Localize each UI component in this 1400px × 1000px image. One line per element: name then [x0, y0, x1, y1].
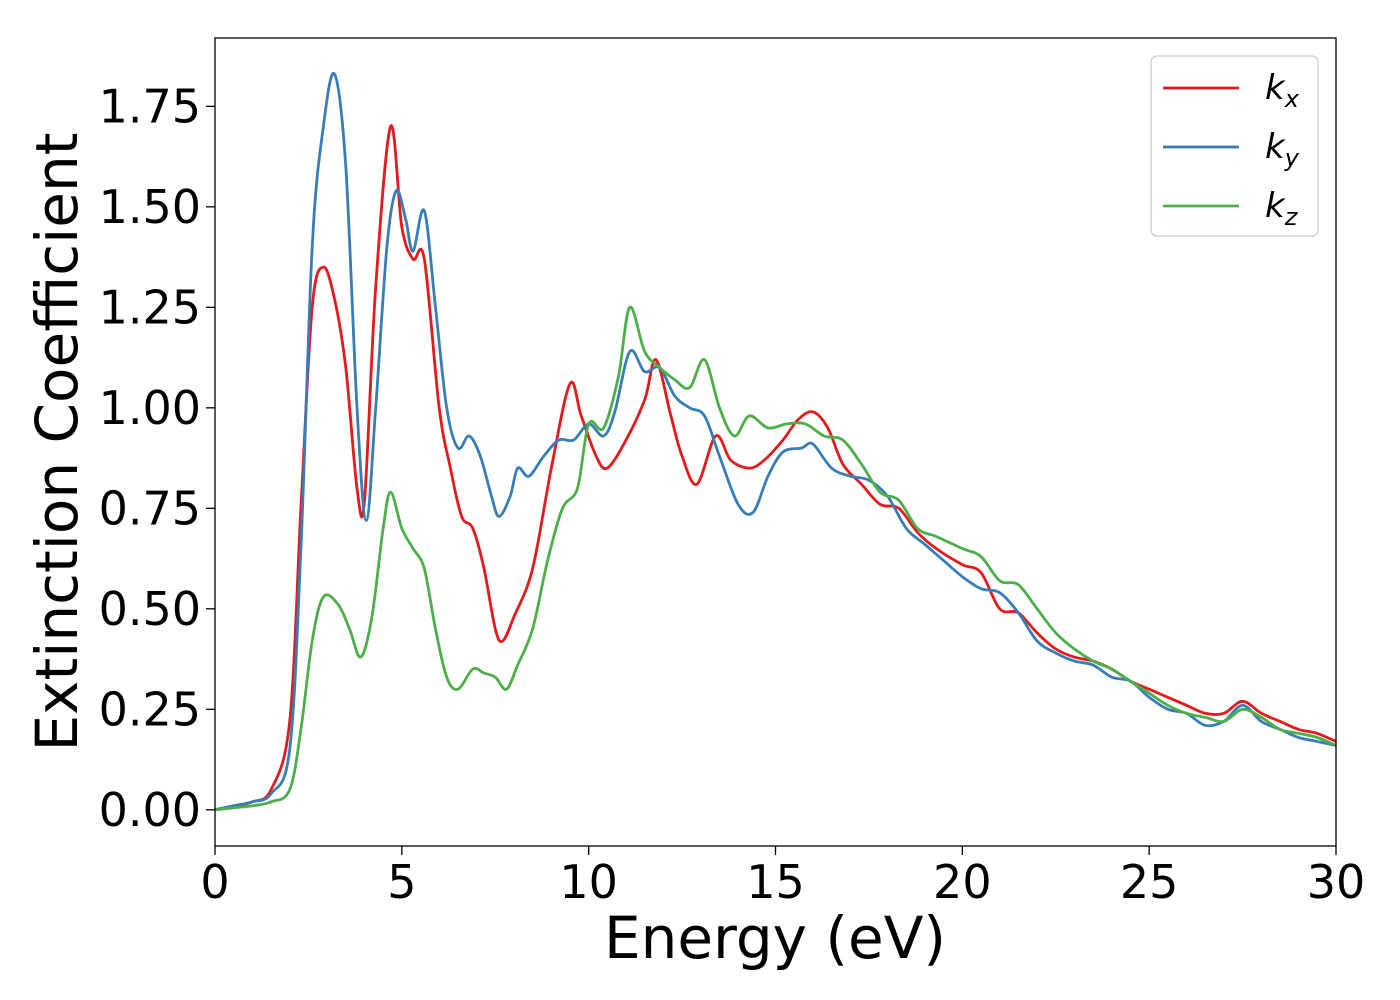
legend-label-kx: kx — [1265, 68, 1300, 113]
plot-series — [215, 71, 1336, 812]
x-tick-label: 20 — [933, 855, 992, 909]
y-tick-label: 1.25 — [99, 280, 201, 334]
x-tick-label: 30 — [1307, 855, 1366, 909]
y-tick-label: 0.75 — [99, 481, 201, 535]
legend-label-ky: ky — [1265, 127, 1300, 172]
legend-label-kz: kz — [1265, 186, 1299, 231]
x-tick-label: 15 — [746, 855, 805, 909]
x-tick-label: 10 — [559, 855, 618, 909]
legend: kx ky kz — [1150, 55, 1319, 237]
y-tick-label: 0.00 — [99, 783, 201, 837]
y-tick-label: 0.50 — [99, 582, 201, 636]
series-line-kz — [215, 305, 1336, 812]
series-line-ky — [215, 71, 1336, 812]
y-axis-ticks: 0.00 0.25 0.50 0.75 1.00 1.25 1.50 1.75 — [99, 79, 215, 837]
x-tick-label: 25 — [1120, 855, 1179, 909]
x-tick-label: 0 — [200, 855, 229, 909]
y-tick-label: 1.00 — [99, 381, 201, 435]
y-tick-label: 0.25 — [99, 682, 201, 736]
y-axis-title: Extinction Coefficient — [23, 133, 91, 752]
x-tick-label: 5 — [387, 855, 416, 909]
x-axis-title: Energy (eV) — [604, 904, 946, 972]
y-tick-label: 1.75 — [99, 79, 201, 133]
x-axis-ticks: 0 5 10 15 20 25 30 — [200, 846, 1365, 909]
y-tick-label: 1.50 — [99, 180, 201, 234]
